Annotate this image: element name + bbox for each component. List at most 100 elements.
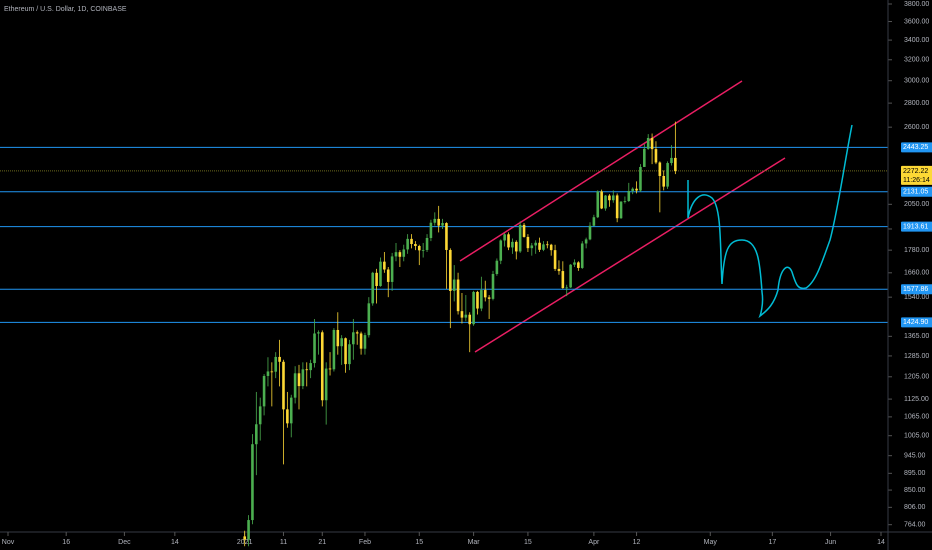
price-label-box [901, 186, 932, 197]
y-tick-label: 1125.00 [904, 396, 929, 403]
candle-body [332, 329, 336, 370]
candle-body [340, 338, 343, 347]
candle-body [305, 369, 309, 371]
candle-body [643, 148, 646, 167]
candle-body [670, 157, 673, 164]
x-tick-label: Feb [359, 539, 371, 546]
x-tick-label: Mar [468, 539, 481, 546]
x-tick-label: 15 [415, 539, 423, 546]
candle-body [487, 297, 491, 299]
candle-body [553, 250, 557, 269]
price-label-box [901, 142, 932, 153]
candle-body [646, 137, 650, 149]
y-tick-label: 3000.00 [904, 78, 929, 85]
y-tick-label: 2800.00 [904, 100, 929, 107]
projection-path [687, 124, 853, 319]
candle-body [243, 536, 246, 540]
y-tick-label: 2050.00 [904, 201, 929, 208]
candle-body [251, 444, 254, 521]
candle-body [580, 243, 584, 268]
candle-body [398, 252, 402, 257]
price-label-box [901, 317, 932, 328]
candle-body [674, 157, 677, 171]
candle-body [352, 332, 355, 345]
price-label-box [901, 221, 932, 232]
candle-body [317, 332, 320, 334]
candle-body [328, 368, 332, 370]
candle-body [518, 224, 522, 252]
candle-body [355, 332, 359, 334]
candle-body [522, 224, 526, 237]
candle-body [631, 188, 634, 191]
candle-body [569, 264, 572, 288]
candle-body [662, 175, 666, 187]
candle-body [437, 218, 440, 226]
candle-body [480, 290, 483, 309]
candle-body [538, 242, 541, 250]
candle-body [577, 262, 580, 268]
candle-body [286, 409, 289, 424]
candle-body [588, 225, 592, 240]
last-price-box [901, 165, 932, 185]
candle-body [297, 373, 301, 387]
candle-body [503, 234, 506, 241]
candle-body [507, 234, 510, 248]
y-tick-label: 3800.00 [904, 1, 929, 8]
candle-body [619, 201, 623, 219]
horizontal-lines [0, 146, 888, 323]
candle-body [258, 406, 262, 425]
candle-body [266, 371, 270, 376]
y-tick-label: 1660.00 [904, 270, 929, 277]
x-tick-label: 15 [524, 539, 532, 546]
y-tick-label: 1205.00 [904, 374, 929, 381]
candle-body [549, 244, 553, 251]
candle-body [584, 239, 588, 244]
candle-body [468, 314, 472, 325]
x-tick-label: 12 [633, 539, 641, 546]
y-tick-label: 764.00 [904, 522, 926, 529]
candle-body [650, 137, 654, 150]
candle-body [491, 273, 495, 299]
x-tick-label: Nov [2, 539, 15, 546]
y-tick-label: 1285.00 [904, 353, 929, 360]
candle-body [402, 249, 406, 257]
candle-body [270, 371, 274, 373]
y-tick-label: 2600.00 [904, 124, 929, 131]
candle-body [301, 369, 305, 387]
candle-body [320, 332, 324, 401]
candle-body [379, 261, 382, 286]
candle-body [247, 520, 250, 540]
candle-body [359, 333, 363, 349]
price-label-box [901, 284, 932, 295]
last-price-label: 2272.22 [903, 168, 928, 175]
channel-bottom [474, 157, 786, 353]
candle-body [611, 195, 615, 201]
candle-body [534, 242, 537, 246]
candle-body [262, 375, 266, 407]
candle-body [417, 245, 421, 251]
candle-body [592, 217, 596, 226]
candle-body [421, 249, 425, 251]
candle-body [514, 241, 518, 252]
y-tick-label: 3400.00 [904, 37, 929, 44]
y-tick-label: 895.00 [904, 470, 926, 477]
x-tick-label: 21 [318, 539, 326, 546]
y-tick-label: 850.00 [904, 487, 926, 494]
candle-body [293, 373, 297, 398]
y-tick-label: 1065.00 [904, 414, 929, 421]
x-tick-label: 14 [171, 539, 179, 546]
candle-body [557, 268, 561, 272]
candle-body [394, 252, 398, 257]
candle-body [561, 271, 565, 289]
candle-body [348, 344, 351, 365]
candle-body [386, 269, 390, 282]
price-label: 2443.25 [903, 144, 928, 151]
candle-body [639, 166, 642, 191]
candle-body [464, 314, 468, 318]
y-tick-label: 1540.00 [904, 294, 929, 301]
y-tick-label: 1365.00 [904, 333, 929, 340]
candle-body [363, 335, 367, 349]
candle-body [390, 256, 394, 282]
candle-body [313, 333, 316, 364]
